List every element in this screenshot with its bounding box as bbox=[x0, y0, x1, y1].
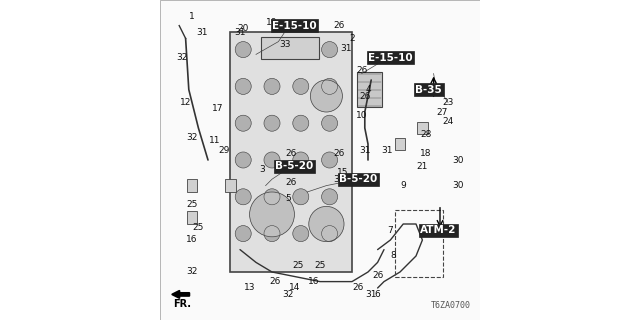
Text: 14: 14 bbox=[289, 284, 300, 292]
Text: 32: 32 bbox=[177, 53, 188, 62]
Text: 31: 31 bbox=[365, 290, 377, 299]
Circle shape bbox=[236, 42, 252, 58]
Circle shape bbox=[308, 206, 344, 242]
Text: 31: 31 bbox=[333, 175, 345, 184]
Text: T6ZA0700: T6ZA0700 bbox=[430, 301, 470, 310]
Text: 16: 16 bbox=[186, 236, 198, 244]
Text: 4: 4 bbox=[365, 85, 371, 94]
Text: 19: 19 bbox=[266, 18, 278, 27]
Text: E-15-10: E-15-10 bbox=[368, 52, 413, 63]
Text: 26: 26 bbox=[285, 149, 297, 158]
Text: 31: 31 bbox=[340, 44, 351, 52]
Text: ATM-2: ATM-2 bbox=[420, 225, 456, 236]
Circle shape bbox=[322, 42, 338, 58]
Text: 18: 18 bbox=[420, 149, 431, 158]
Text: 23: 23 bbox=[442, 98, 454, 107]
Text: FR.: FR. bbox=[173, 299, 191, 309]
FancyBboxPatch shape bbox=[225, 179, 236, 192]
Text: 6: 6 bbox=[375, 290, 380, 299]
Text: E-15-10: E-15-10 bbox=[272, 20, 317, 31]
Text: 5: 5 bbox=[285, 194, 291, 203]
FancyBboxPatch shape bbox=[187, 179, 197, 192]
FancyBboxPatch shape bbox=[394, 138, 406, 150]
Text: 33: 33 bbox=[279, 40, 291, 49]
Text: 29: 29 bbox=[218, 146, 230, 155]
Text: 30: 30 bbox=[452, 181, 463, 190]
Text: 20: 20 bbox=[237, 24, 249, 33]
FancyBboxPatch shape bbox=[187, 211, 197, 224]
Circle shape bbox=[293, 78, 309, 94]
Text: 1: 1 bbox=[189, 12, 195, 20]
FancyBboxPatch shape bbox=[261, 37, 319, 59]
Text: 25: 25 bbox=[314, 261, 326, 270]
Text: 16: 16 bbox=[308, 277, 319, 286]
Circle shape bbox=[264, 42, 280, 58]
Circle shape bbox=[322, 115, 338, 131]
Circle shape bbox=[236, 189, 252, 205]
Circle shape bbox=[264, 115, 280, 131]
Circle shape bbox=[322, 226, 338, 242]
Text: 26: 26 bbox=[372, 271, 383, 280]
Circle shape bbox=[322, 189, 338, 205]
Text: 32: 32 bbox=[186, 133, 198, 142]
Text: 26: 26 bbox=[285, 178, 297, 187]
Circle shape bbox=[322, 78, 338, 94]
Text: 11: 11 bbox=[209, 136, 220, 145]
Circle shape bbox=[293, 189, 309, 205]
Circle shape bbox=[293, 152, 309, 168]
Text: 10: 10 bbox=[356, 111, 367, 120]
Text: B-5-20: B-5-20 bbox=[275, 161, 314, 172]
Text: B-35: B-35 bbox=[415, 84, 442, 95]
Text: 26: 26 bbox=[269, 277, 281, 286]
Circle shape bbox=[310, 80, 342, 112]
FancyBboxPatch shape bbox=[160, 0, 480, 320]
Text: 21: 21 bbox=[417, 162, 428, 171]
Text: 31: 31 bbox=[359, 146, 371, 155]
Text: 17: 17 bbox=[212, 104, 223, 113]
Circle shape bbox=[264, 152, 280, 168]
Text: B-5-20: B-5-20 bbox=[339, 174, 378, 184]
Circle shape bbox=[322, 152, 338, 168]
Text: 30: 30 bbox=[452, 156, 463, 164]
Text: 26: 26 bbox=[333, 21, 345, 30]
Text: 13: 13 bbox=[244, 284, 255, 292]
Text: 28: 28 bbox=[420, 130, 431, 139]
FancyBboxPatch shape bbox=[357, 72, 383, 107]
Circle shape bbox=[293, 115, 309, 131]
Circle shape bbox=[264, 226, 280, 242]
FancyBboxPatch shape bbox=[417, 122, 428, 134]
Text: 25: 25 bbox=[292, 261, 303, 270]
Text: 25: 25 bbox=[193, 223, 204, 232]
Text: 7: 7 bbox=[388, 226, 393, 235]
Text: 15: 15 bbox=[337, 168, 348, 177]
Text: 22: 22 bbox=[420, 85, 431, 94]
Text: 26: 26 bbox=[353, 284, 364, 292]
Circle shape bbox=[264, 78, 280, 94]
Text: 32: 32 bbox=[282, 290, 294, 299]
Text: 27: 27 bbox=[436, 108, 447, 116]
Circle shape bbox=[236, 115, 252, 131]
Circle shape bbox=[264, 189, 280, 205]
Circle shape bbox=[236, 226, 252, 242]
Circle shape bbox=[236, 78, 252, 94]
Circle shape bbox=[236, 152, 252, 168]
Text: 31: 31 bbox=[196, 28, 207, 36]
Circle shape bbox=[293, 42, 309, 58]
Text: 31: 31 bbox=[381, 146, 393, 155]
Text: 26: 26 bbox=[356, 66, 367, 75]
Text: 26: 26 bbox=[359, 92, 371, 100]
Circle shape bbox=[250, 192, 294, 237]
Text: 12: 12 bbox=[180, 98, 191, 107]
Text: 9: 9 bbox=[401, 181, 406, 190]
Text: 32: 32 bbox=[186, 268, 198, 276]
Text: 25: 25 bbox=[186, 200, 198, 209]
Circle shape bbox=[293, 226, 309, 242]
Text: 2: 2 bbox=[349, 34, 355, 43]
Text: 24: 24 bbox=[442, 117, 454, 126]
FancyBboxPatch shape bbox=[230, 32, 352, 272]
Text: 31: 31 bbox=[234, 28, 246, 36]
Text: 3: 3 bbox=[260, 165, 265, 174]
Text: 8: 8 bbox=[391, 252, 396, 260]
Text: 26: 26 bbox=[333, 149, 345, 158]
